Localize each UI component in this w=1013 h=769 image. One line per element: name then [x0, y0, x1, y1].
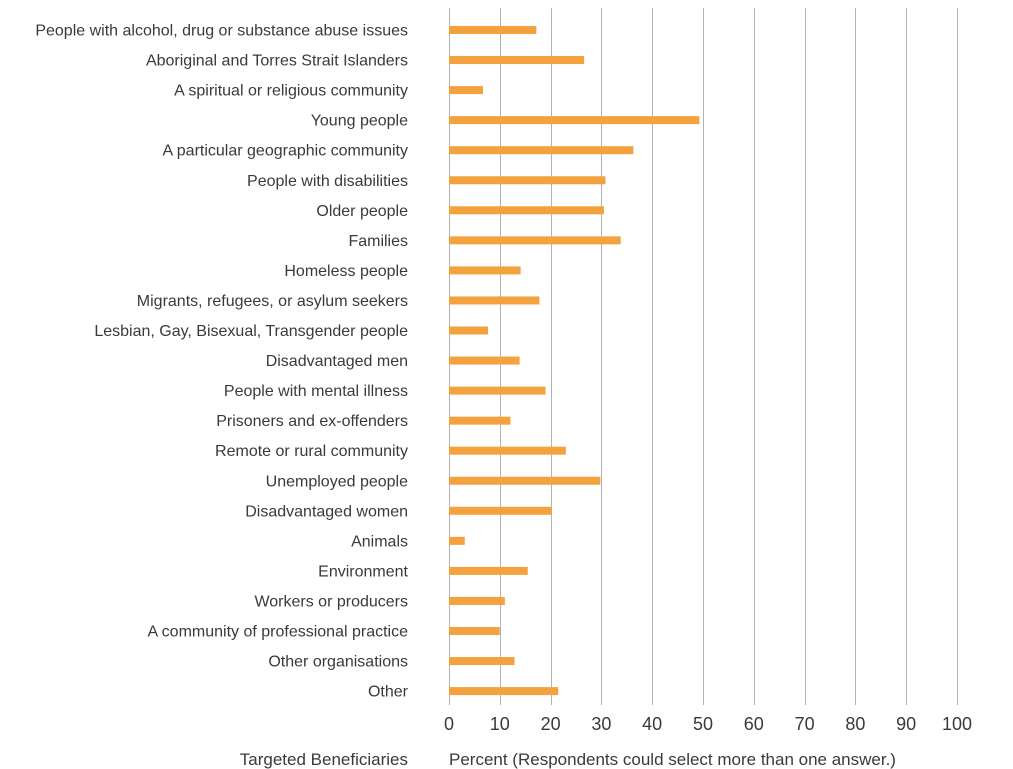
category-label: A particular geographic community	[163, 143, 408, 160]
bar	[449, 687, 559, 696]
category-label: Young people	[311, 113, 408, 130]
x-axis-title: Percent (Respondents could select more t…	[449, 750, 896, 769]
x-tick-label: 90	[896, 714, 916, 734]
x-tick-label: 20	[541, 714, 561, 734]
bars	[449, 26, 700, 696]
bar	[449, 356, 520, 365]
category-label: A spiritual or religious community	[174, 83, 408, 100]
bar	[449, 416, 511, 425]
category-label: Disadvantaged women	[245, 503, 408, 520]
category-label: People with disabilities	[247, 173, 408, 190]
bar	[449, 116, 700, 125]
bar	[449, 146, 634, 155]
x-tick-label: 30	[591, 714, 611, 734]
gridlines	[449, 8, 958, 705]
x-tick-label: 0	[444, 714, 454, 734]
category-label: Unemployed people	[266, 473, 408, 490]
x-tick-label: 40	[642, 714, 662, 734]
category-label: Animals	[351, 533, 408, 550]
bar	[449, 476, 601, 485]
bar	[449, 266, 521, 275]
category-label: Aboriginal and Torres Strait Islanders	[146, 53, 408, 70]
x-tick-labels: 0 10 20 30 40 50 60 70 80 90 100	[444, 714, 972, 734]
bar	[449, 506, 552, 515]
category-label: People with alcohol, drug or substance a…	[35, 23, 408, 40]
x-tick-label: 80	[845, 714, 865, 734]
category-label: Families	[348, 233, 408, 250]
bar	[449, 536, 465, 545]
bar	[449, 206, 604, 215]
bar	[449, 236, 621, 245]
category-label: Lesbian, Gay, Bisexual, Transgender peop…	[94, 323, 408, 340]
category-label: Older people	[316, 203, 408, 220]
category-label: Other organisations	[268, 654, 408, 671]
x-tick-label: 50	[693, 714, 713, 734]
x-tick-label: 70	[795, 714, 815, 734]
category-label: A community of professional practice	[147, 624, 408, 641]
bar	[449, 56, 585, 65]
bar	[449, 446, 566, 455]
x-tick-label: 100	[942, 714, 972, 734]
bar	[449, 627, 500, 635]
x-tick-label: 10	[490, 714, 510, 734]
category-label: People with mental illness	[224, 383, 408, 400]
x-tick-label: 60	[744, 714, 764, 734]
bar	[449, 657, 515, 666]
category-label: Workers or producers	[254, 593, 408, 610]
bar	[449, 326, 489, 335]
bar	[449, 26, 537, 34]
y-axis-title: Targeted Beneficiaries	[240, 750, 408, 769]
category-label: Prisoners and ex-offenders	[216, 413, 408, 430]
bar	[449, 566, 528, 575]
bar	[449, 296, 540, 305]
category-labels: People with alcohol, drug or substance a…	[35, 23, 408, 701]
category-label: Environment	[318, 563, 408, 580]
bar	[449, 596, 505, 605]
bar	[449, 176, 606, 185]
category-label: Migrants, refugees, or asylum seekers	[137, 293, 408, 310]
bar	[449, 386, 546, 395]
category-label: Remote or rural community	[215, 443, 408, 460]
category-label: Homeless people	[284, 263, 408, 280]
category-label: Other	[368, 684, 409, 701]
category-label: Disadvantaged men	[266, 353, 408, 370]
bar	[449, 86, 484, 95]
